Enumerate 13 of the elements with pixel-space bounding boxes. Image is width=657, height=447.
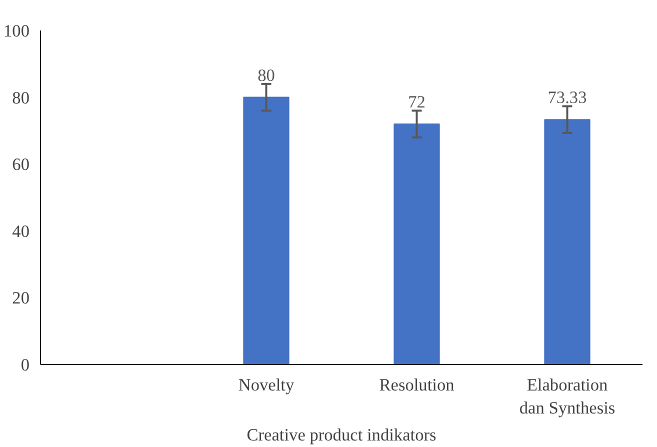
y-tick-label: 20: [12, 288, 30, 308]
y-tick-label: 60: [12, 155, 30, 174]
y-tick-label: 40: [12, 222, 30, 241]
y-tick-label: 0: [20, 356, 30, 374]
x-tick-label: Elaboration dan Synthesis: [519, 376, 616, 418]
data-label: 72: [408, 92, 426, 112]
x-axis-title: Creative product indikators: [246, 425, 437, 444]
data-label: 80: [258, 66, 275, 85]
y-tick-label: 100: [4, 22, 30, 40]
x-tick-label: Resolution: [379, 376, 455, 394]
y-tick-label: 80: [12, 88, 30, 108]
data-label: 73.33: [548, 88, 587, 108]
x-tick-label: Novelty: [238, 376, 294, 394]
